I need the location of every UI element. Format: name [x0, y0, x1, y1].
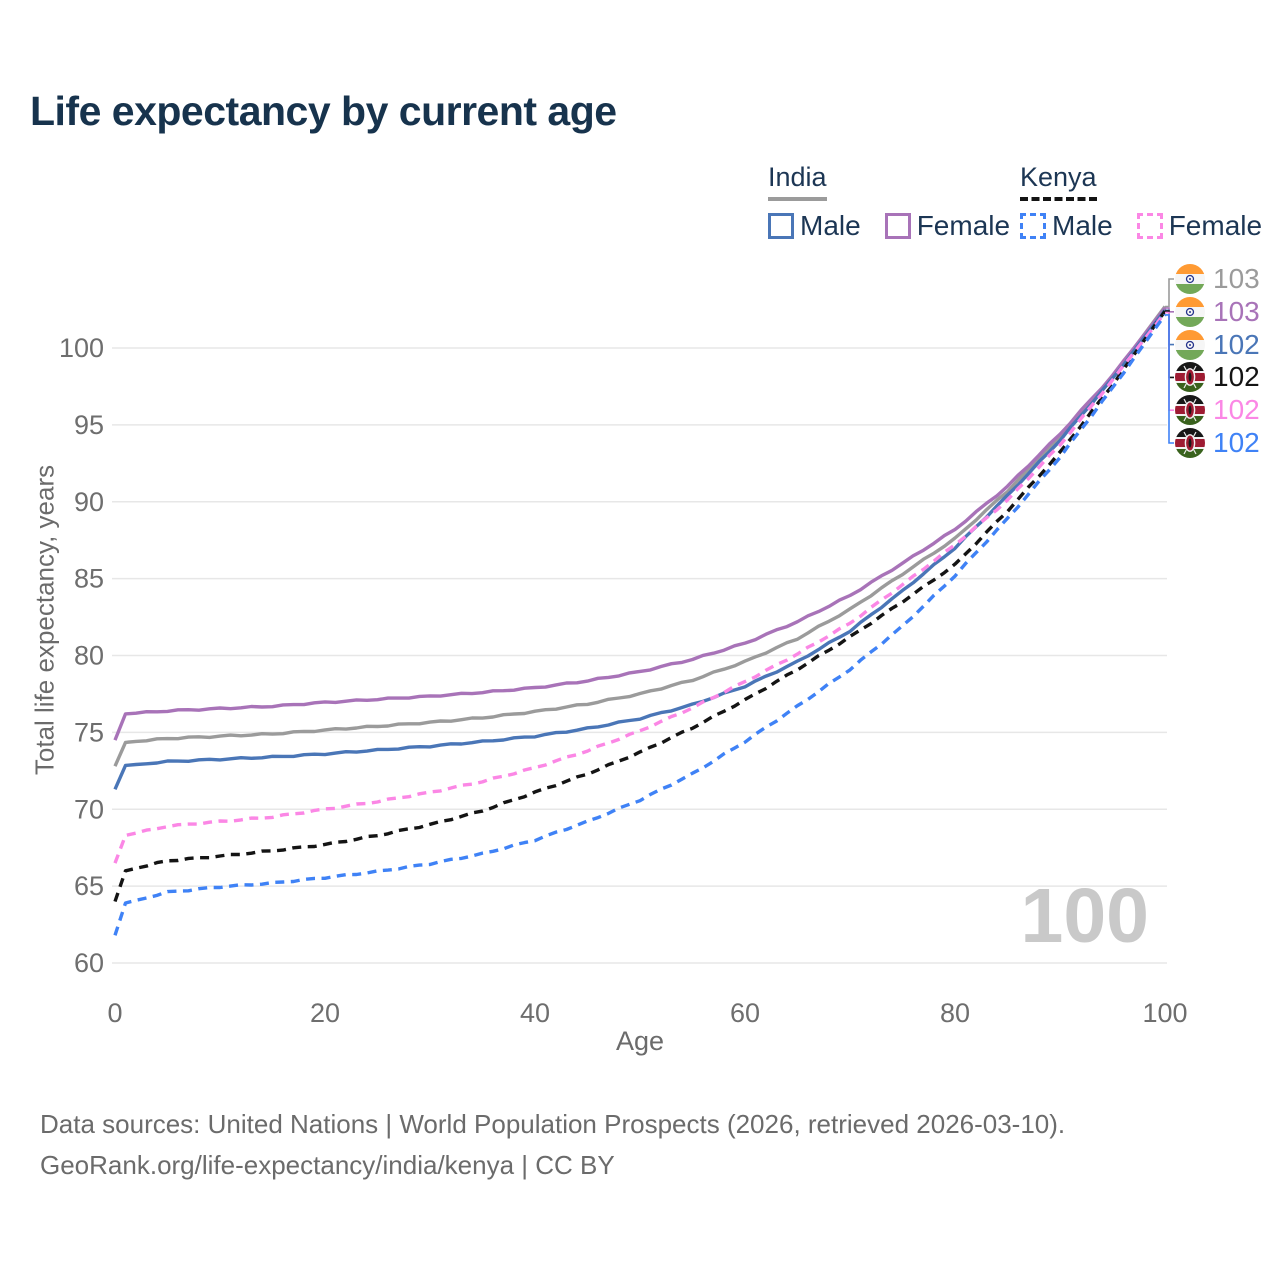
y-axis-title: Total life expectancy, years: [29, 464, 60, 776]
end-label-row-kenya-all: 102: [1175, 361, 1260, 393]
end-label-value: 102: [1213, 328, 1260, 360]
india-flag-icon: [1175, 329, 1205, 360]
end-label-row-india-male: 102: [1175, 328, 1260, 360]
y-tick-label: 65: [74, 871, 104, 901]
legend-swatch-kenya-male: [1020, 213, 1046, 239]
india-flag-icon: [1175, 296, 1205, 327]
series-line-kenya-all: [113, 310, 1167, 903]
y-tick-label: 70: [74, 794, 104, 824]
series-line-kenya-female: [113, 311, 1167, 864]
end-label-value: 103: [1213, 263, 1260, 294]
legend-group-india: India Male Female: [768, 162, 1010, 242]
kenya-flag-icon: [1175, 362, 1205, 393]
x-tick-label: 80: [940, 998, 970, 1028]
legend-label-kenya-male: Male: [1052, 210, 1113, 241]
india-flag-icon: [1175, 264, 1205, 294]
footer-attribution: GeoRank.org/life-expectancy/india/kenya …: [40, 1150, 615, 1180]
end-label-connector: [1165, 278, 1174, 308]
x-tick-label: 20: [310, 998, 340, 1028]
kenya-flag-icon: [1175, 395, 1205, 426]
chart-title: Life expectancy by current age: [30, 88, 617, 134]
legend-country-india: India: [768, 162, 827, 201]
end-label-value: 102: [1213, 427, 1260, 458]
legend-label-india-female: Female: [916, 210, 1011, 241]
end-label-row-kenya-female: 102: [1175, 394, 1260, 426]
x-tick-label: 40: [520, 998, 550, 1028]
series-line-kenya-male: [113, 313, 1167, 936]
y-tick-label: 80: [74, 641, 104, 671]
legend-label-india-male: Male: [800, 210, 861, 241]
end-label-row-india-female: 103: [1175, 295, 1260, 327]
legend-label-kenya-female: Female: [1168, 210, 1263, 241]
x-axis-title: Age: [615, 1026, 665, 1056]
end-label-row-india-all: 103: [1175, 264, 1260, 294]
legend-country-kenya: Kenya: [1020, 162, 1097, 201]
footer: Data sources: United Nations | World Pop…: [40, 1104, 1065, 1186]
end-label-value: 102: [1213, 394, 1260, 426]
end-label-value: 103: [1213, 295, 1260, 327]
legend-swatch-india-male: [768, 213, 794, 239]
legend-swatch-kenya-female: [1136, 213, 1163, 239]
y-tick-label: 75: [74, 717, 104, 747]
x-tick-label: 60: [730, 998, 760, 1028]
y-tick-label: 60: [74, 948, 104, 978]
y-tick-label: 95: [74, 410, 104, 440]
end-label-value: 102: [1213, 361, 1260, 393]
legend-group-kenya: Kenya Male Female: [1020, 162, 1262, 242]
x-tick-label: 100: [1142, 998, 1187, 1028]
legend-swatch-india-female: [884, 213, 911, 239]
footer-sources: Data sources: United Nations | World Pop…: [40, 1109, 1066, 1139]
series-line-india-male: [113, 309, 1167, 790]
end-label-row-kenya-male: 102: [1175, 428, 1260, 458]
x-tick-label: 0: [107, 998, 122, 1028]
series-line-india-female: [113, 306, 1167, 741]
end-label-connector: [1165, 314, 1174, 444]
y-tick-label: 85: [74, 564, 104, 594]
age-counter-watermark: 100: [1020, 873, 1149, 959]
y-tick-label: 90: [74, 487, 104, 517]
y-tick-label: 100: [59, 333, 104, 363]
kenya-flag-icon: [1175, 428, 1205, 458]
series-line-india-all: [113, 305, 1167, 767]
